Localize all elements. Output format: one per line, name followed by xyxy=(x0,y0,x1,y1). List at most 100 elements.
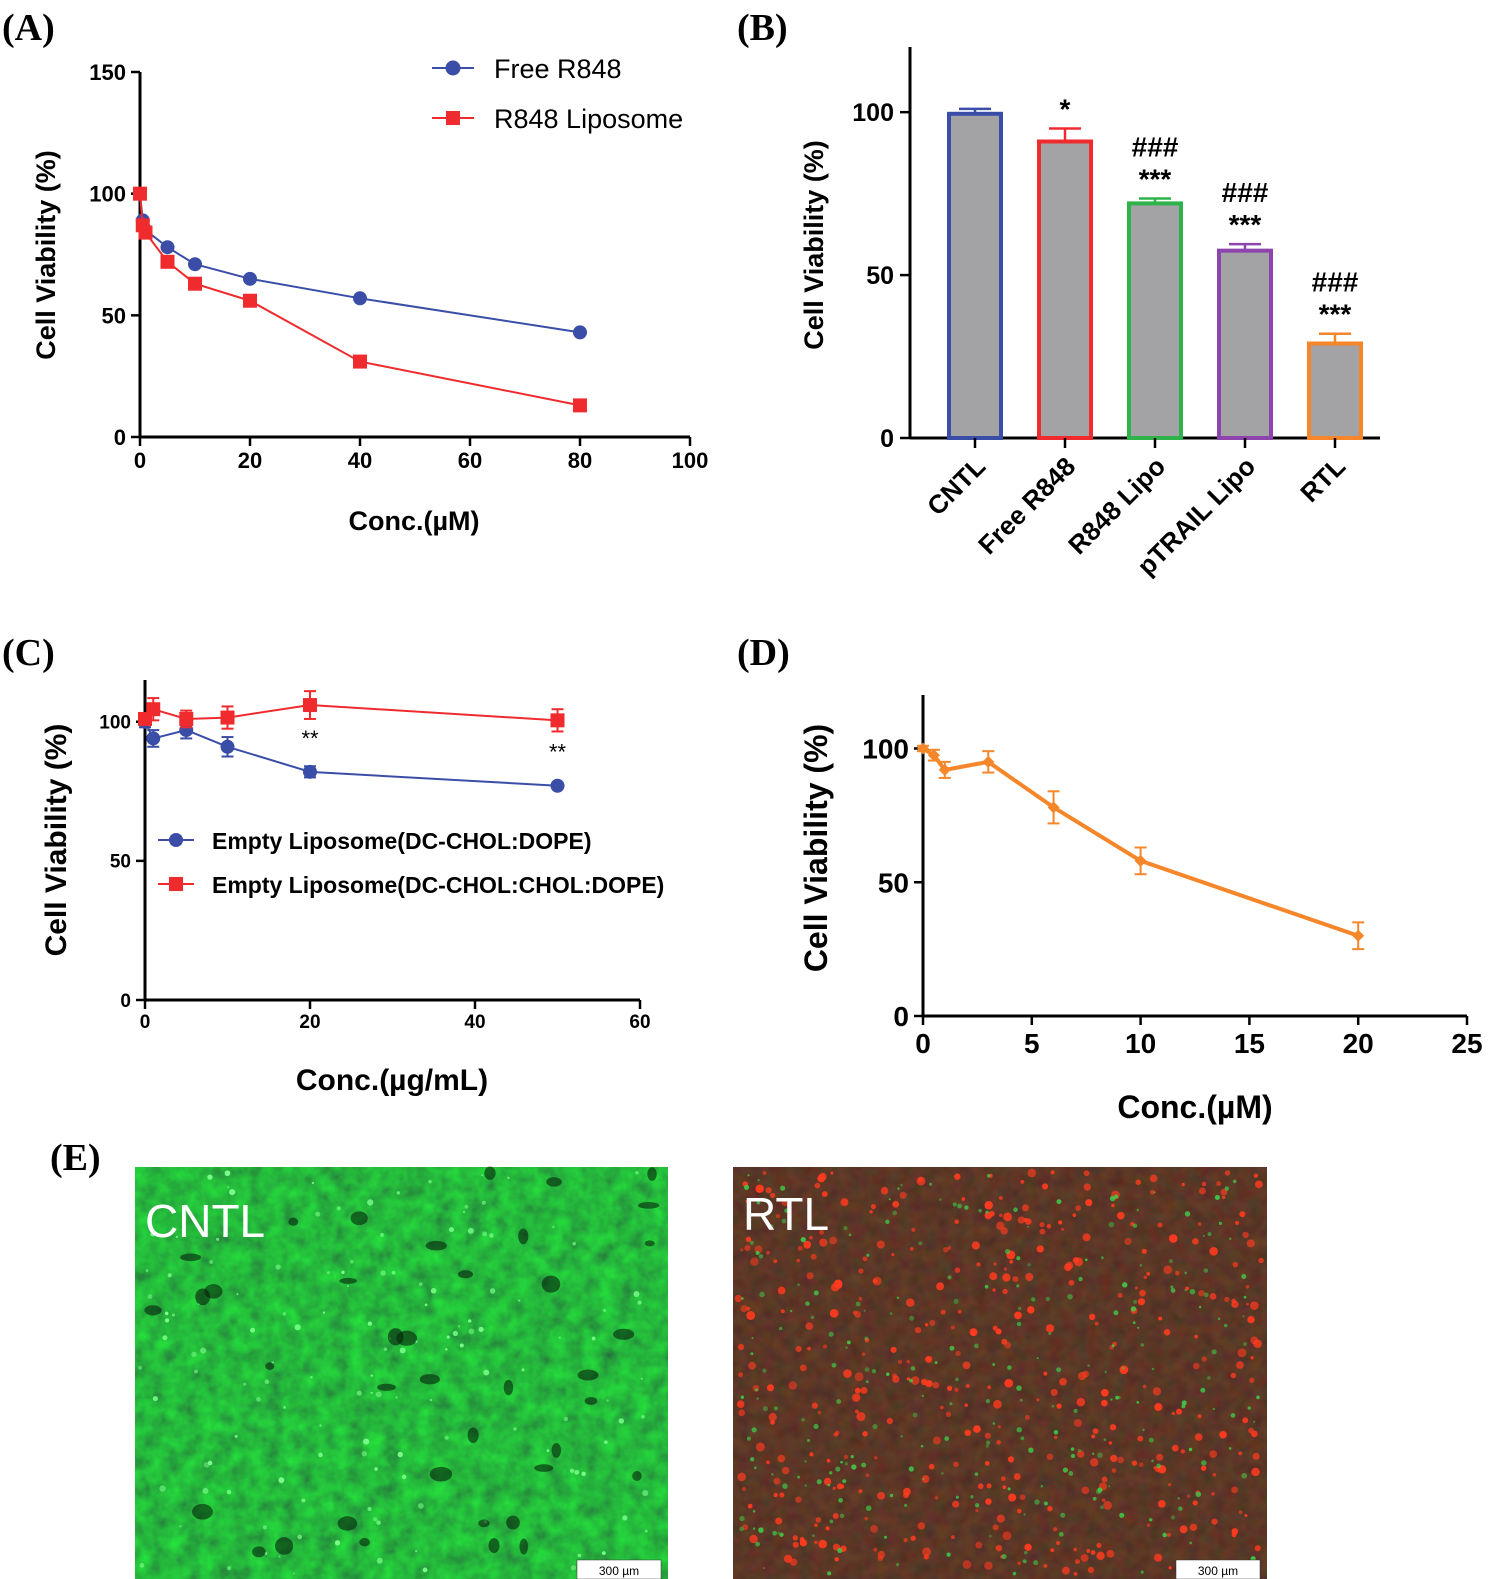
cell-dot-green xyxy=(762,1368,767,1373)
cell-dot-red xyxy=(946,1385,953,1391)
panel-d-ylabel: Cell Viability (%) xyxy=(798,724,834,972)
cell-dot-green xyxy=(855,1301,861,1307)
cell-dot-red xyxy=(750,1257,759,1266)
cell-dot-red xyxy=(1096,1542,1102,1549)
cell-dot-red xyxy=(864,1516,868,1521)
dark-gap xyxy=(632,1471,642,1481)
cell-dot-green xyxy=(397,1451,403,1458)
cell-dot-red xyxy=(880,1186,889,1195)
cell-dot-green xyxy=(1017,1306,1022,1311)
cell-dot-red xyxy=(738,1409,745,1417)
cell-dot-green xyxy=(754,1388,759,1392)
dark-gap xyxy=(503,1379,514,1396)
cell-dot-green xyxy=(591,1336,596,1341)
cell-dot-green xyxy=(1113,1194,1119,1199)
cell-dot-red xyxy=(814,1523,818,1528)
cell-dot-green xyxy=(1189,1288,1196,1295)
panel-b-category-label-cntl: CNTL xyxy=(921,451,991,521)
cell-dot-green xyxy=(294,1324,301,1331)
cell-dot-green xyxy=(1207,1232,1212,1237)
cell-dot-green xyxy=(889,1312,893,1315)
cell-dot-red xyxy=(995,1544,1003,1552)
cell-dot-green xyxy=(836,1399,842,1405)
cell-dot-red xyxy=(1008,1493,1017,1502)
data-point-rtl xyxy=(982,755,995,768)
panel-a-marks: 0 20 40 60 80 100 0 50 100 150 xyxy=(89,60,708,473)
panel-d-chart: 0 5 10 15 20 25 0 50 100 Cell Viability (%) Conc… xyxy=(798,695,1483,1125)
panel-c-legend: Empty Liposome(DC-CHOL:DOPE) Empty Lipos… xyxy=(158,828,664,898)
cell-dot-red xyxy=(870,1203,877,1210)
cell-dot-red xyxy=(1192,1500,1198,1506)
cell-dot-green xyxy=(301,1498,306,1503)
cell-dot-red xyxy=(965,1384,970,1389)
dark-gap xyxy=(457,1270,474,1279)
cell-dot-red xyxy=(855,1409,859,1414)
cell-dot-green xyxy=(334,1540,341,1546)
cell-dot-red xyxy=(890,1346,897,1353)
cell-dot-red xyxy=(1101,1476,1108,1483)
cell-dot-green xyxy=(810,1315,815,1320)
significance-rtl: *** xyxy=(1319,299,1352,330)
cell-dot-green xyxy=(895,1562,900,1567)
dark-gap xyxy=(577,1369,599,1381)
cell-dot-green xyxy=(172,1313,176,1317)
cell-dot-green xyxy=(1087,1364,1091,1367)
cell-dot-red xyxy=(843,1369,852,1378)
cell-dot-red xyxy=(954,1387,959,1393)
cell-dot-red xyxy=(964,1403,968,1407)
cell-dot-red xyxy=(989,1272,998,1281)
cell-dot-red xyxy=(1000,1476,1006,1482)
cell-dot-green xyxy=(606,1399,609,1402)
cell-dot-green xyxy=(751,1427,757,1433)
cell-dot-green xyxy=(827,1571,832,1576)
cell-dot-red xyxy=(995,1328,1002,1335)
cell-dot-green xyxy=(644,1529,648,1533)
dark-gap xyxy=(551,1442,562,1458)
cell-dot-green xyxy=(756,1200,761,1205)
cell-dot-green xyxy=(763,1567,766,1570)
cell-dot-green xyxy=(162,1335,168,1341)
dark-gap xyxy=(419,1374,440,1385)
cell-dot-red xyxy=(1135,1179,1141,1185)
cell-dot-red xyxy=(858,1296,863,1301)
cell-dot-red xyxy=(1053,1435,1058,1440)
cell-dot-green xyxy=(518,1299,521,1302)
cell-dot-green xyxy=(947,1275,952,1280)
panel-a-x-tick-label: 0 xyxy=(134,448,146,473)
cell-dot-green xyxy=(739,1526,744,1532)
cell-dot-red xyxy=(1238,1451,1243,1456)
cell-dot-green xyxy=(1200,1387,1206,1393)
cell-dot-red xyxy=(1242,1417,1249,1424)
cell-dot-red xyxy=(835,1282,843,1289)
cell-dot-red xyxy=(1222,1195,1226,1199)
panel-c-y-tick-label: 50 xyxy=(110,852,131,873)
cell-dot-red xyxy=(1216,1181,1222,1187)
cell-dot-red xyxy=(1137,1298,1146,1306)
cell-dot-red xyxy=(1134,1286,1138,1290)
cell-dot-red xyxy=(817,1410,822,1415)
cell-dot-green xyxy=(1195,1491,1202,1498)
cell-dot-red xyxy=(1212,1472,1217,1477)
cell-dot-red xyxy=(1041,1183,1049,1190)
cell-dot-green xyxy=(871,1369,877,1374)
cell-dot-green xyxy=(865,1380,869,1384)
panel-b-y-tick-label: 100 xyxy=(852,99,894,127)
significance-r848-lipo: ### xyxy=(1132,132,1179,163)
cell-dot-green xyxy=(370,1391,373,1394)
cell-dot-red xyxy=(748,1361,756,1370)
cell-dot-red xyxy=(984,1432,991,1439)
cell-dot-green xyxy=(900,1183,903,1187)
cell-dot-green xyxy=(278,1555,281,1558)
cell-dot-red xyxy=(770,1420,775,1425)
cell-dot-green xyxy=(866,1253,870,1257)
cell-dot-green xyxy=(840,1460,843,1464)
cell-dot-red xyxy=(1012,1276,1019,1283)
cell-dot-red xyxy=(843,1454,849,1459)
cell-dot-green xyxy=(635,1171,639,1175)
cell-dot-green xyxy=(641,1415,645,1419)
cell-dot-green xyxy=(478,1326,484,1332)
cell-dot-green xyxy=(1113,1310,1119,1316)
cell-dot-red xyxy=(1088,1313,1096,1321)
cell-dot-green xyxy=(507,1176,510,1180)
data-point-rtl xyxy=(1047,801,1060,814)
